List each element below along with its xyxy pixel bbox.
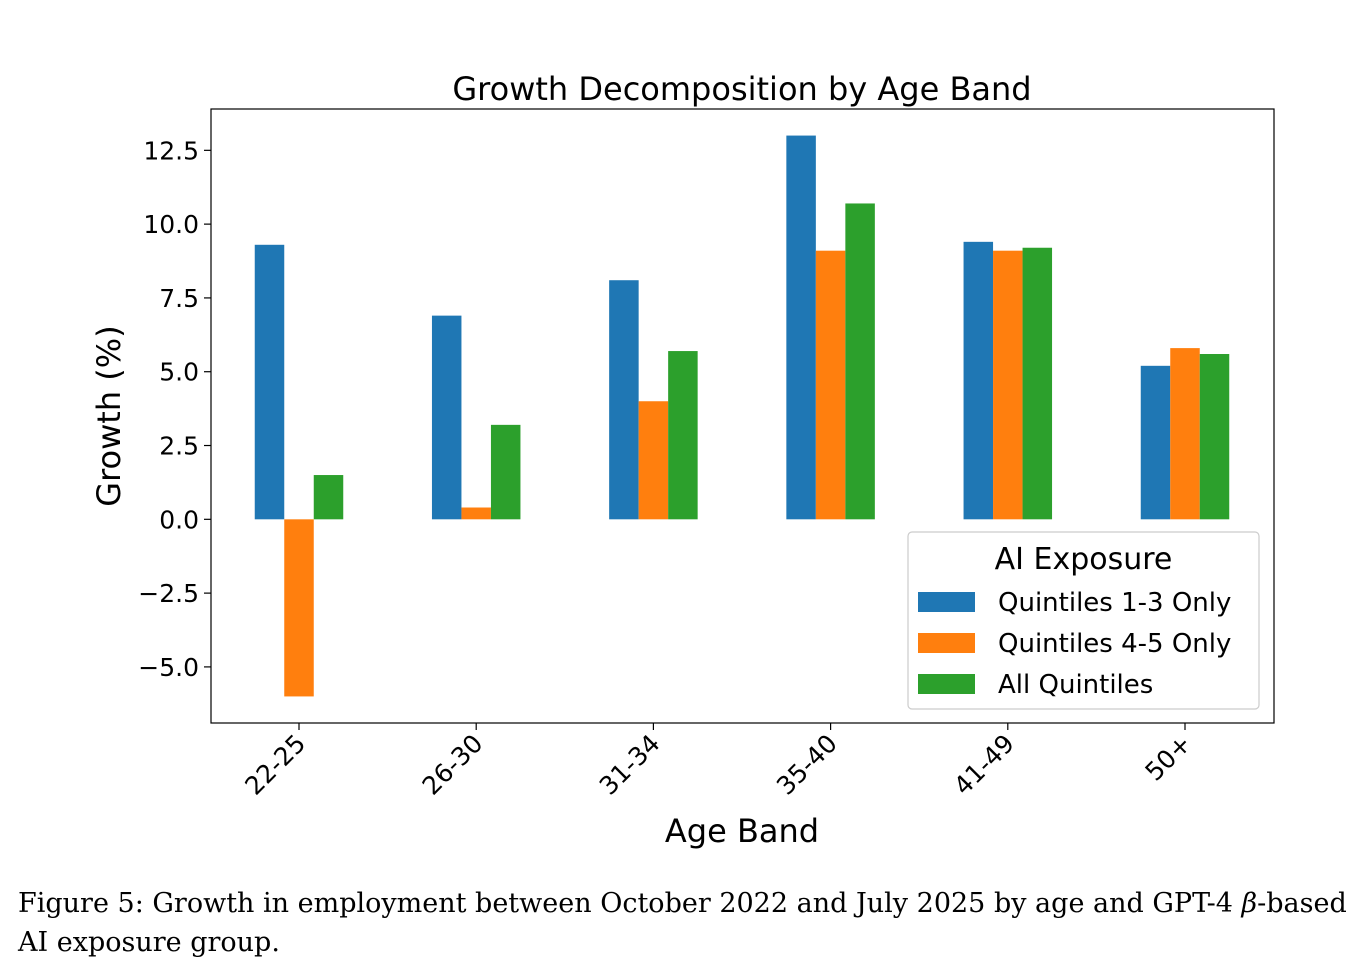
x-axis-label: Age Band [665,812,819,850]
y-axis-label: Growth (%) [90,325,128,506]
bar-1-26-30 [431,315,462,520]
bar-3-41-49 [1022,247,1053,520]
axes-frame [210,108,1275,724]
y-tick-label: 5.0 [159,358,199,387]
y-tick-label: 10.0 [143,210,199,239]
caption-suffix: -based AI exposure group. [18,888,1347,958]
x-tick-label: 41-49 [948,729,1020,801]
y-tick-label: 0.0 [159,505,199,534]
legend-swatch-1 [918,592,975,612]
legend-title: AI Exposure [995,542,1173,577]
legend-label-2: Quintiles 4-5 Only [998,629,1231,659]
legend: AI Exposure Quintiles 1-3 Only Quintiles 4… [907,531,1260,710]
y-tick-label: 12.5 [143,136,199,165]
bar-1-35-40 [786,135,816,520]
bar-1-50+ [1140,365,1171,520]
bar-1-31-34 [609,280,639,520]
legend-swatch-3 [918,674,975,694]
beta-symbol: β [1241,888,1258,919]
x-tick-label: 31-34 [594,729,666,801]
y-tick-label: 2.5 [159,432,199,461]
bar-2-35-40 [815,250,846,520]
legend-label-1: Quintiles 1-3 Only [998,588,1231,618]
legend-swatch-2 [918,633,975,653]
bar-2-22-25 [284,519,314,697]
x-tick-label: 50+ [1139,729,1197,787]
y-tick-label: 7.5 [159,284,199,313]
bar-3-35-40 [845,203,875,520]
bar-1-22-25 [254,244,285,520]
chart-figure: Growth Decomposition by Age Band −5.0 −2.… [90,70,1275,850]
bar-2-26-30 [461,507,491,520]
x-tick-label: 35-40 [771,729,843,801]
caption-prefix: Figure 5: Growth in employment between O… [18,888,1242,919]
legend-label-3: All Quintiles [998,670,1153,700]
bar-1-41-49 [963,241,994,520]
x-tick-label: 26-30 [417,729,489,801]
bar-2-31-34 [638,401,669,520]
y-tick-label: −5.0 [138,653,199,682]
bar-3-31-34 [668,351,698,520]
chart-title: Growth Decomposition by Age Band [452,70,1031,108]
bar-2-41-49 [993,250,1023,520]
figure-caption: Figure 5: Growth in employment between O… [18,884,1358,962]
bar-3-22-25 [313,475,344,520]
bar-3-50+ [1199,354,1230,520]
bar-2-50+ [1170,348,1200,520]
bar-3-26-30 [490,424,521,520]
y-tick-label: −2.5 [138,579,199,608]
x-tick-label: 22-25 [239,729,311,801]
legend-box [907,531,1260,710]
